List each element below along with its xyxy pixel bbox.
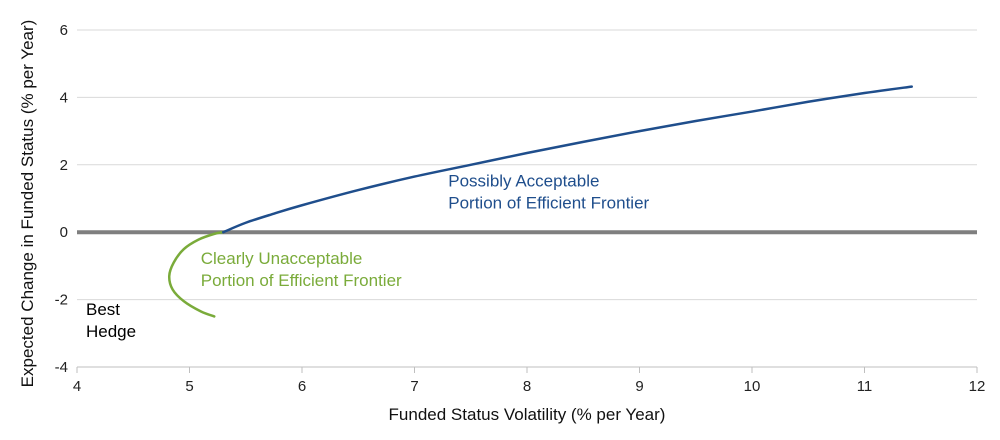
x-tick-label-7: 7 (410, 378, 418, 395)
y-tick-label-2: 2 (60, 157, 68, 174)
x-tick-labels: 4 5 6 7 8 9 10 11 12 (73, 367, 986, 395)
annotation-1: Clearly Unacceptable Portion of Efficient… (201, 249, 402, 290)
annotation-0-line-1: Portion of Efficient Frontier (448, 194, 649, 213)
y-tick-label-6: 6 (60, 22, 68, 39)
y-tick-label-4: 4 (60, 89, 68, 106)
y-tick-label--2: -2 (55, 292, 68, 309)
x-tick-label-11: 11 (857, 378, 873, 395)
y-tick-labels: -4 -2 0 2 4 6 (55, 22, 68, 376)
y-tick-label--4: -4 (55, 359, 68, 376)
y-tick-label-0: 0 (60, 224, 68, 241)
x-tick-label-9: 9 (635, 378, 643, 395)
x-tick-label-6: 6 (298, 378, 306, 395)
annotations: Possibly Acceptable Portion of Efficient … (86, 172, 650, 341)
gridlines (77, 29, 977, 301)
series-lines (167, 85, 913, 318)
series-line-0 (167, 230, 225, 318)
annotation-1-line-0: Clearly Unacceptable (201, 249, 363, 268)
y-axis-title: Expected Change in Funded Status (% per … (18, 20, 37, 388)
series-line-1 (222, 85, 913, 234)
x-axis-title: Funded Status Volatility (% per Year) (389, 405, 666, 424)
annotation-2-line-0: Best (86, 300, 120, 319)
x-tick-label-4: 4 (73, 378, 81, 395)
x-tick-label-5: 5 (185, 378, 193, 395)
x-tick-label-10: 10 (744, 378, 761, 395)
annotation-2: Best Hedge (86, 300, 136, 341)
annotation-2-line-1: Hedge (86, 322, 136, 341)
x-tick-label-12: 12 (969, 378, 986, 395)
annotation-1-line-1: Portion of Efficient Frontier (201, 271, 402, 290)
annotation-0: Possibly Acceptable Portion of Efficient … (448, 172, 649, 213)
annotation-0-line-0: Possibly Acceptable (448, 172, 599, 191)
x-tick-label-8: 8 (523, 378, 531, 395)
